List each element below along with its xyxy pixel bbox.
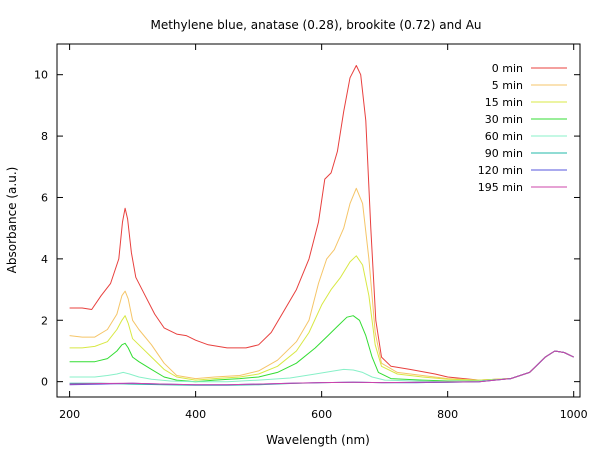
y-tick-label: 2 bbox=[41, 314, 48, 327]
series-line-30-min bbox=[69, 315, 574, 383]
series-line-195-min bbox=[69, 350, 574, 386]
x-tick-label: 400 bbox=[185, 408, 206, 421]
y-tick-label: 6 bbox=[41, 191, 48, 204]
legend-label: 0 min bbox=[492, 62, 523, 75]
plot-frame bbox=[56, 43, 581, 398]
legend-label: 120 min bbox=[478, 164, 523, 177]
legend-label: 90 min bbox=[485, 147, 523, 160]
legend: 0 min 5 min 15 min 30 min 60 min 90 min 120 mi… bbox=[478, 62, 567, 194]
y-axis-label: Absorbance (a.u.) bbox=[5, 167, 19, 274]
x-tick-label: 1000 bbox=[560, 408, 588, 421]
series-line-0-min bbox=[69, 65, 574, 381]
legend-label: 30 min bbox=[485, 113, 523, 126]
y-tick-label: 8 bbox=[41, 130, 48, 143]
series-lines bbox=[69, 65, 574, 386]
x-tick-label: 200 bbox=[59, 408, 80, 421]
axis-ticks: 200 400 600 800 1000 0 2 4 6 8 10 bbox=[34, 44, 588, 421]
legend-label: 5 min bbox=[492, 79, 523, 92]
series-line-60-min bbox=[69, 350, 574, 383]
x-axis-label: Wavelength (nm) bbox=[266, 433, 370, 447]
legend-label: 15 min bbox=[485, 96, 523, 109]
y-tick-label: 10 bbox=[34, 69, 48, 82]
y-tick-label: 4 bbox=[41, 253, 48, 266]
chart-title: Methylene blue, anatase (0.28), brookite… bbox=[150, 18, 481, 32]
x-tick-label: 800 bbox=[437, 408, 458, 421]
legend-label: 195 min bbox=[478, 181, 523, 194]
series-line-15-min bbox=[69, 255, 574, 381]
y-tick-label: 0 bbox=[41, 376, 48, 389]
legend-label: 60 min bbox=[485, 130, 523, 143]
x-tick-label: 600 bbox=[311, 408, 332, 421]
